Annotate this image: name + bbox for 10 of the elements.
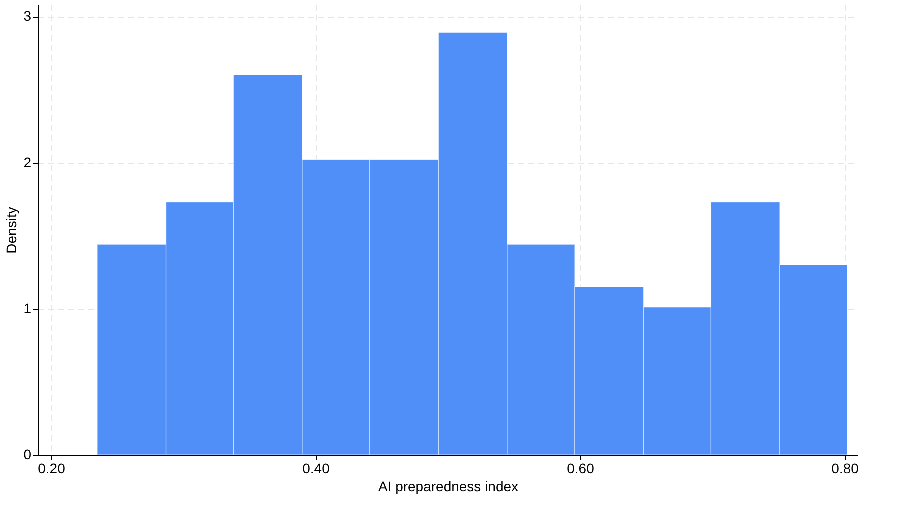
y-tick-label: 2 <box>24 154 32 170</box>
y-axis-title: Density <box>4 207 20 254</box>
x-tick-label: 0.20 <box>38 460 66 476</box>
y-tick-label: 3 <box>24 8 32 24</box>
y-tick-label: 0 <box>24 446 32 462</box>
x-tick-label: 0.80 <box>832 460 860 476</box>
x-tick-label: 0.40 <box>302 460 330 476</box>
y-tick-label: 1 <box>24 300 32 316</box>
x-axis-title: AI preparedness index <box>378 478 519 494</box>
x-tick-label: 0.60 <box>567 460 595 476</box>
